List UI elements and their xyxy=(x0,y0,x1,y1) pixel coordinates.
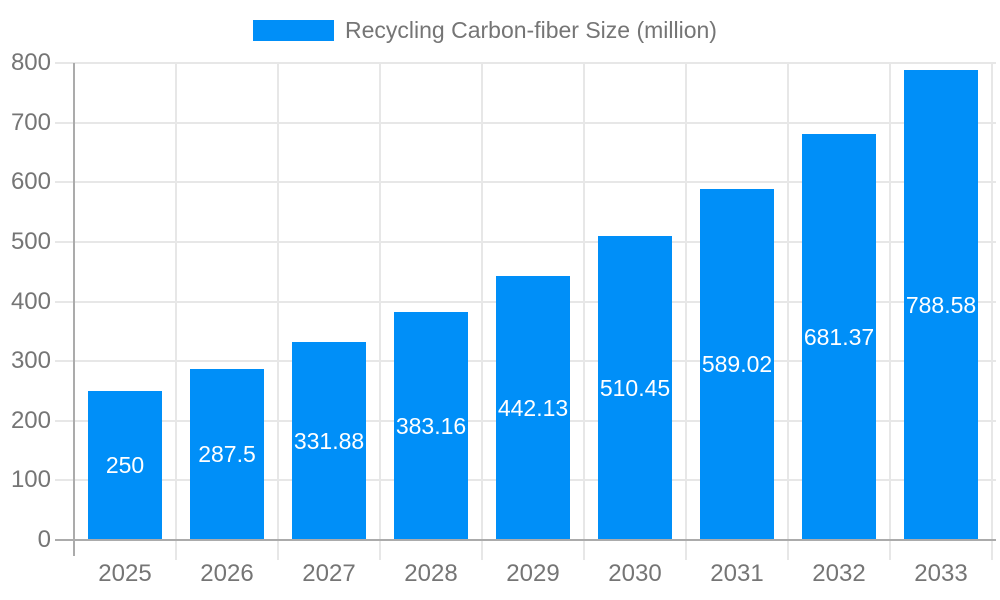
y-gridline xyxy=(55,181,996,184)
x-axis-tick-label: 2026 xyxy=(200,560,254,587)
bar-2029: 442.13 xyxy=(496,276,570,540)
legend-swatch xyxy=(253,19,334,41)
bar-2032: 681.37 xyxy=(802,133,876,540)
x-axis-line xyxy=(55,539,996,541)
bar-value-label: 287.5 xyxy=(198,441,256,468)
x-gridline xyxy=(175,63,177,560)
legend-item[interactable]: Recycling Carbon-fiber Size (million) xyxy=(253,16,717,44)
x-gridline xyxy=(991,63,993,560)
x-gridline xyxy=(787,63,789,560)
x-axis-tick-label: 2033 xyxy=(914,560,968,587)
y-gridline xyxy=(55,240,996,243)
legend-label: Recycling Carbon-fiber Size (million) xyxy=(345,17,717,43)
bar-value-label: 383.16 xyxy=(395,412,467,439)
y-axis-tick-label: 800 xyxy=(10,49,51,76)
bar-value-label: 331.88 xyxy=(293,428,365,455)
x-gridline xyxy=(889,63,891,560)
bar-value-label: 788.58 xyxy=(905,291,977,318)
x-axis-tick-label: 2027 xyxy=(302,560,356,587)
bar-2031: 589.02 xyxy=(700,188,774,540)
bar-2028: 383.16 xyxy=(394,311,468,540)
y-axis-tick-label: 400 xyxy=(10,287,51,315)
y-axis-tick-label: 600 xyxy=(10,168,51,196)
y-axis-tick-label: 200 xyxy=(10,406,51,434)
bar-2027: 331.88 xyxy=(292,342,366,540)
y-axis-line xyxy=(73,63,75,556)
x-gridline xyxy=(583,63,585,560)
plot-area: 0 100 200 300 400 500 600 700 800 250 2025 287.5 202… xyxy=(11,49,996,587)
bar-value-label: 442.13 xyxy=(497,395,569,422)
x-axis-tick-label: 2029 xyxy=(506,560,560,587)
bar-2025: 250 xyxy=(88,390,162,540)
y-axis-tick-label: 700 xyxy=(10,108,51,136)
x-gridline xyxy=(277,63,279,560)
y-axis-tick-label: 300 xyxy=(10,347,51,375)
bar-2030: 510.45 xyxy=(598,235,672,540)
y-axis-tick-label: 0 xyxy=(37,526,51,553)
x-axis-tick-label: 2030 xyxy=(608,560,662,587)
bar-2026: 287.5 xyxy=(190,368,264,540)
bar-value-label: 250 xyxy=(105,452,145,479)
bar-value-label: 589.02 xyxy=(701,351,773,378)
y-axis-tick-label: 500 xyxy=(10,227,51,255)
x-axis-tick-label: 2031 xyxy=(710,560,764,587)
x-axis-tick-label: 2025 xyxy=(98,560,152,587)
y-axis-tick-label: 100 xyxy=(10,466,51,494)
bar-value-label: 681.37 xyxy=(803,323,875,350)
x-axis-tick-label: 2032 xyxy=(812,560,866,587)
y-gridline xyxy=(55,62,996,64)
x-gridline xyxy=(379,63,381,560)
bar-value-label: 510.45 xyxy=(599,374,671,401)
bar-2033: 788.58 xyxy=(904,69,978,540)
x-axis-tick-label: 2028 xyxy=(404,560,458,587)
y-gridline xyxy=(55,121,996,124)
x-gridline xyxy=(685,63,687,560)
x-gridline xyxy=(481,63,483,560)
